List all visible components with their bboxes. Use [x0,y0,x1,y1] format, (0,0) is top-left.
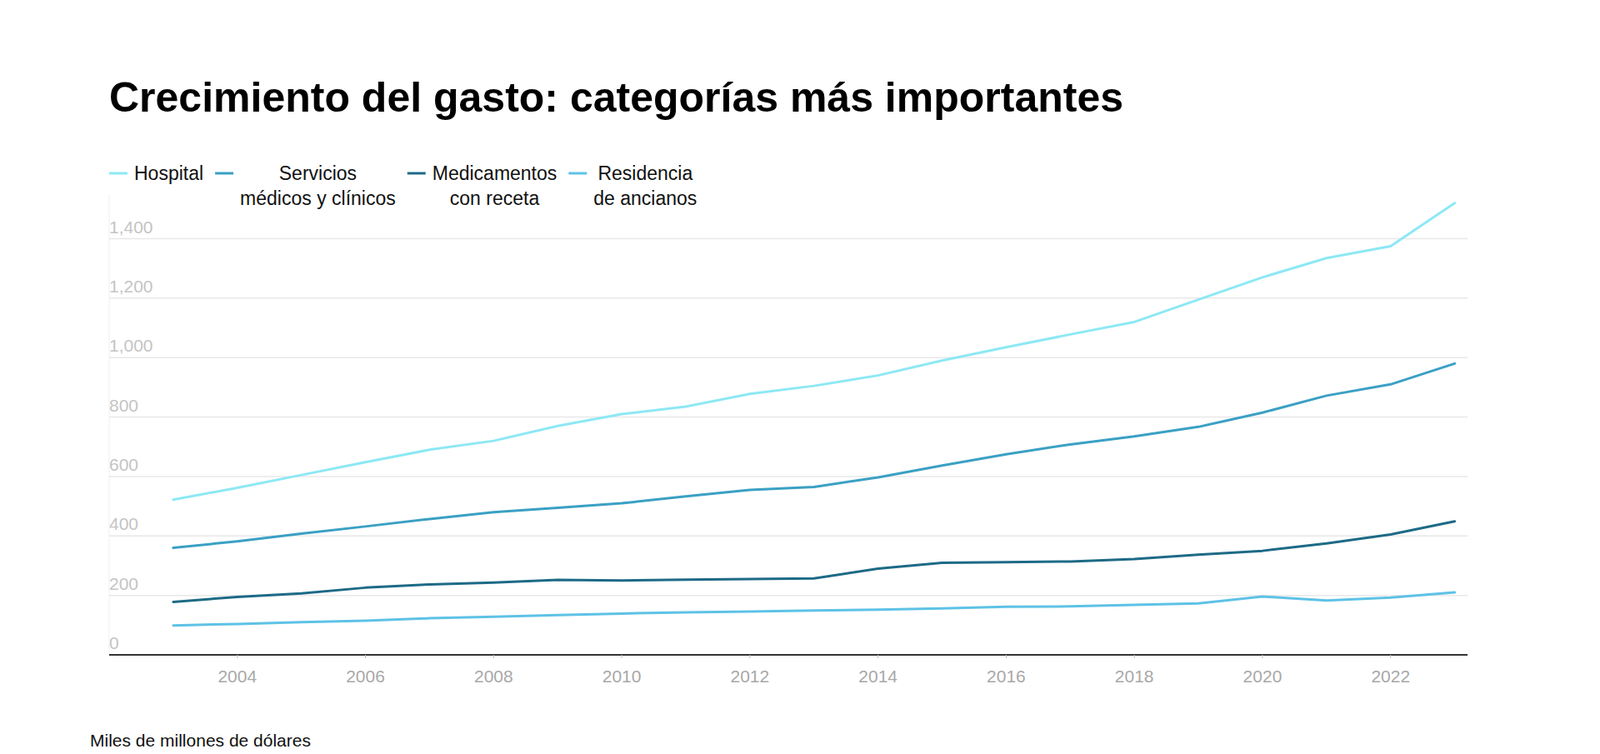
y-tick-label: 0 [109,633,120,653]
x-tick-label: 2014 [858,666,898,686]
legend-swatch [407,172,426,175]
x-tick [365,655,366,659]
x-tick [1261,655,1263,659]
x-tick-label: 2004 [217,666,257,686]
legend-item: Hospital [109,162,204,185]
x-tick [749,655,750,659]
x-tick-label: 2008 [474,666,514,686]
x-tick-label: 2012 [730,666,770,686]
legend-line: Residencia [597,162,693,185]
legend-swatch [215,172,234,175]
x-tick-label: 2022 [1370,666,1410,686]
y-tick-label: 400 [109,514,139,534]
grid-line [109,475,1468,478]
legend-swatch [568,172,587,175]
y-axis-line [109,194,110,655]
x-axis-line [109,654,1468,656]
legend-line: Hospital [134,162,204,185]
legend-label: Residenciade ancianos [593,162,697,210]
grid-line [109,356,1468,359]
x-tick-label: 2006 [345,666,385,686]
legend-label: Hospital [134,162,204,185]
x-tick [877,655,879,659]
y-axis: 0 200 400 600 800 1,000 1,200 1,400 [109,194,1468,655]
series-line [173,203,1455,500]
legend-line: Medicamentos [432,162,558,185]
x-tick-label: 2020 [1243,666,1283,686]
legend-item: Serviciosmédicos y clínicos [215,162,396,210]
y-tick-label: 800 [109,395,139,415]
y-tick-label: 600 [109,455,139,475]
y-axis-label: Miles de millones de dólares [90,730,311,750]
legend-label: Medicamentoscon receta [432,162,558,210]
x-tick-label: 2010 [602,666,642,686]
legend-line: con receta [450,187,540,210]
x-tick [1390,655,1391,659]
y-tick-label: 1,000 [109,335,154,355]
series-line [173,592,1455,626]
legend-line: Servicios [279,162,357,185]
legend-swatch [109,172,128,175]
series-line [173,521,1455,603]
x-tick-label: 2016 [986,666,1026,686]
legend-line: médicos y clínicos [240,187,396,210]
grid-line [109,416,1468,419]
y-tick-label: 200 [109,574,139,594]
grid-line [109,238,1468,240]
x-tick [236,655,238,659]
x-tick [493,655,495,659]
legend-line: de ancianos [593,187,697,210]
x-tick-label: 2018 [1115,666,1155,686]
legend-item: Residenciade ancianos [568,162,697,210]
grid-line [109,297,1468,300]
chart: Crecimiento del gasto: categorías más im… [0,0,1600,754]
grid-line [109,535,1468,538]
series-lines [173,203,1455,626]
title: Crecimiento del gasto: categorías más im… [109,74,1124,121]
x-tick [1005,655,1007,659]
x-tick [1134,655,1135,659]
y-tick-label: 1,400 [109,217,154,237]
x-axis: 2004 2006 2008 2010 2012 2014 2016 2018 2020 2022 [109,655,1468,686]
x-tick [621,655,623,659]
legend-item: Medicamentoscon receta [407,162,558,210]
series-line [173,363,1455,548]
y-tick-label: 1,200 [109,276,154,296]
legend-label: Serviciosmédicos y clínicos [240,162,396,210]
